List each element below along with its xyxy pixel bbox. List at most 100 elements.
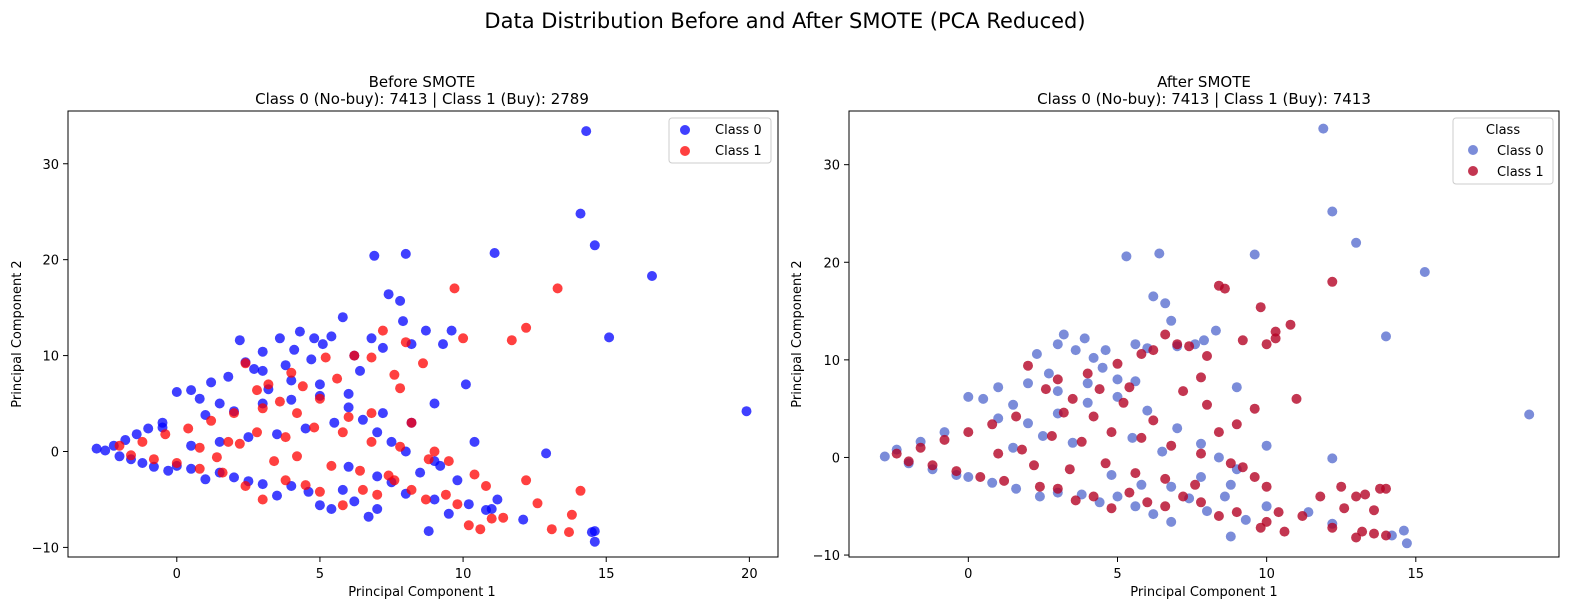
before-smote-class-0-point [257, 346, 268, 357]
after-smote-class-1-point [1100, 458, 1111, 469]
before-smote-class-1-point [148, 454, 159, 465]
after-smote-marks [879, 123, 1535, 549]
before-smote-class-1-point [400, 337, 411, 348]
after-smote-class-1-point [1040, 384, 1051, 395]
before-smote-x-axis-label: Principal Component 1 [348, 585, 495, 600]
after-smote-class-1-point [1381, 483, 1391, 494]
after-smote-class-0-point [963, 472, 974, 482]
after-smote-class-1-point [1064, 464, 1075, 475]
after-smote-class-1-point [1011, 411, 1022, 422]
before-smote-class-0-point [355, 365, 365, 376]
before-smote-class-0-point [274, 333, 285, 344]
before-smote-panel: Before SMOTE Class 0 (No-buy): 7413 | Cl… [10, 73, 779, 600]
after-smote-y-tick-label: 20 [823, 256, 840, 271]
before-smote-class-0-point [349, 496, 360, 507]
after-smote-class-0-point [1043, 368, 1054, 379]
after-smote-class-1-point [987, 419, 998, 430]
after-smote-class-0-point [1166, 481, 1177, 492]
after-smote-class-1-point [1261, 481, 1272, 492]
after-smote-class-1-point [1249, 403, 1260, 414]
before-smote-class-1-point [506, 335, 517, 346]
after-smote-class-0-point [1166, 315, 1177, 326]
before-smote-class-0-point [234, 335, 245, 346]
before-smote-class-1-point [575, 485, 586, 496]
before-smote-class-1-point [194, 463, 205, 474]
before-smote-class-1-point [292, 408, 302, 419]
after-smote-class-1-point [1118, 397, 1129, 408]
after-smote-class-0-point [1148, 509, 1159, 520]
before-smote-class-1-point [521, 475, 532, 486]
before-smote-class-0-point [398, 316, 408, 327]
after-smote-class-1-point [1196, 372, 1206, 383]
after-smote-class-0-point [1106, 470, 1117, 480]
before-smote-class-0-point [329, 417, 340, 428]
before-smote-class-0-point [420, 325, 431, 336]
legend-marker-class-0 [680, 125, 690, 135]
after-smote-class-1-point [1172, 339, 1183, 350]
after-smote-class-0-point [1157, 446, 1168, 457]
after-smote-legend: Class Class 0 Class 1 [1452, 117, 1554, 185]
after-smote-class-0-point [1213, 452, 1224, 463]
before-smote-class-0-point [214, 436, 225, 447]
before-smote-class-1-point [486, 513, 497, 524]
after-smote-class-0-point [1082, 378, 1093, 389]
after-smote-class-1-point [1336, 481, 1347, 492]
before-smote-class-1-point [240, 481, 251, 491]
before-smote-class-0-point [314, 500, 325, 511]
before-smote-class-1-point [443, 456, 454, 467]
before-smote-x-tick-label: 15 [598, 567, 615, 582]
after-smote-class-1-point [915, 442, 926, 453]
before-smote-class-0-point [257, 365, 268, 376]
before-smote-class-0-point [343, 388, 354, 399]
before-smote-class-1-point [257, 403, 268, 414]
before-smote-class-0-point [163, 465, 174, 476]
before-smote-class-1-point [343, 412, 354, 422]
before-smote-class-0-point [223, 371, 234, 382]
before-smote-class-0-point [741, 406, 752, 417]
after-smote-class-0-point [1196, 472, 1206, 482]
before-smote-y-tick-label: 0 [51, 445, 59, 460]
after-smote-class-1-point [1213, 511, 1224, 521]
after-smote-class-1-point [1106, 503, 1117, 514]
after-smote-class-0-point [1052, 386, 1063, 397]
before-smote-class-1-point [300, 480, 311, 491]
after-smote-class-0-point [1261, 440, 1272, 451]
before-smote-class-0-point [186, 463, 197, 474]
after-smote-class-1-point [1213, 427, 1224, 438]
before-smote-class-1-point [463, 520, 474, 531]
before-smote-class-1-point [366, 436, 377, 447]
after-smote-class-0-point [1225, 479, 1236, 490]
legend-title: Class [1486, 123, 1520, 138]
after-smote-class-1-point [1052, 374, 1063, 385]
after-smote-class-0-point [1127, 432, 1138, 443]
before-smote-class-1-point [475, 524, 486, 535]
after-smote-class-1-point [1082, 368, 1093, 379]
before-smote-class-0-point [100, 445, 111, 456]
after-smote-title-line-2: Class 0 (No-buy): 7413 | Class 1 (Buy): … [1037, 90, 1371, 108]
after-smote-class-0-point [1327, 206, 1338, 217]
before-smote-class-0-point [363, 511, 374, 522]
after-smote-class-1-point [1094, 384, 1105, 395]
before-smote-class-1-point [183, 423, 194, 434]
after-smote-class-1-point [951, 466, 962, 477]
before-smote-y-tick-label: 20 [42, 254, 59, 269]
after-smote-x-tick-label: 15 [1408, 567, 1425, 582]
before-smote-class-1-point [546, 524, 557, 535]
after-smote-class-0-point [1112, 374, 1123, 385]
before-smote-class-0-point [469, 436, 480, 447]
after-smote-class-0-point [1121, 251, 1132, 262]
before-smote-class-0-point [286, 394, 297, 405]
before-smote-y-tick-label: 30 [42, 158, 59, 173]
after-smote-class-1-point [1202, 399, 1212, 410]
before-smote-class-1-point [280, 432, 291, 443]
after-smote-class-1-point [1034, 481, 1045, 492]
after-smote-class-1-point [1279, 526, 1290, 537]
before-smote-class-1-point [217, 467, 228, 478]
legend-marker-class-0 [1468, 145, 1478, 155]
after-smote-class-0-point [1318, 123, 1329, 134]
before-smote-class-1-point [314, 393, 325, 404]
after-smote-class-1-point [1381, 530, 1391, 541]
before-smote-class-0-point [395, 295, 406, 306]
after-smote-class-0-point [939, 427, 950, 438]
